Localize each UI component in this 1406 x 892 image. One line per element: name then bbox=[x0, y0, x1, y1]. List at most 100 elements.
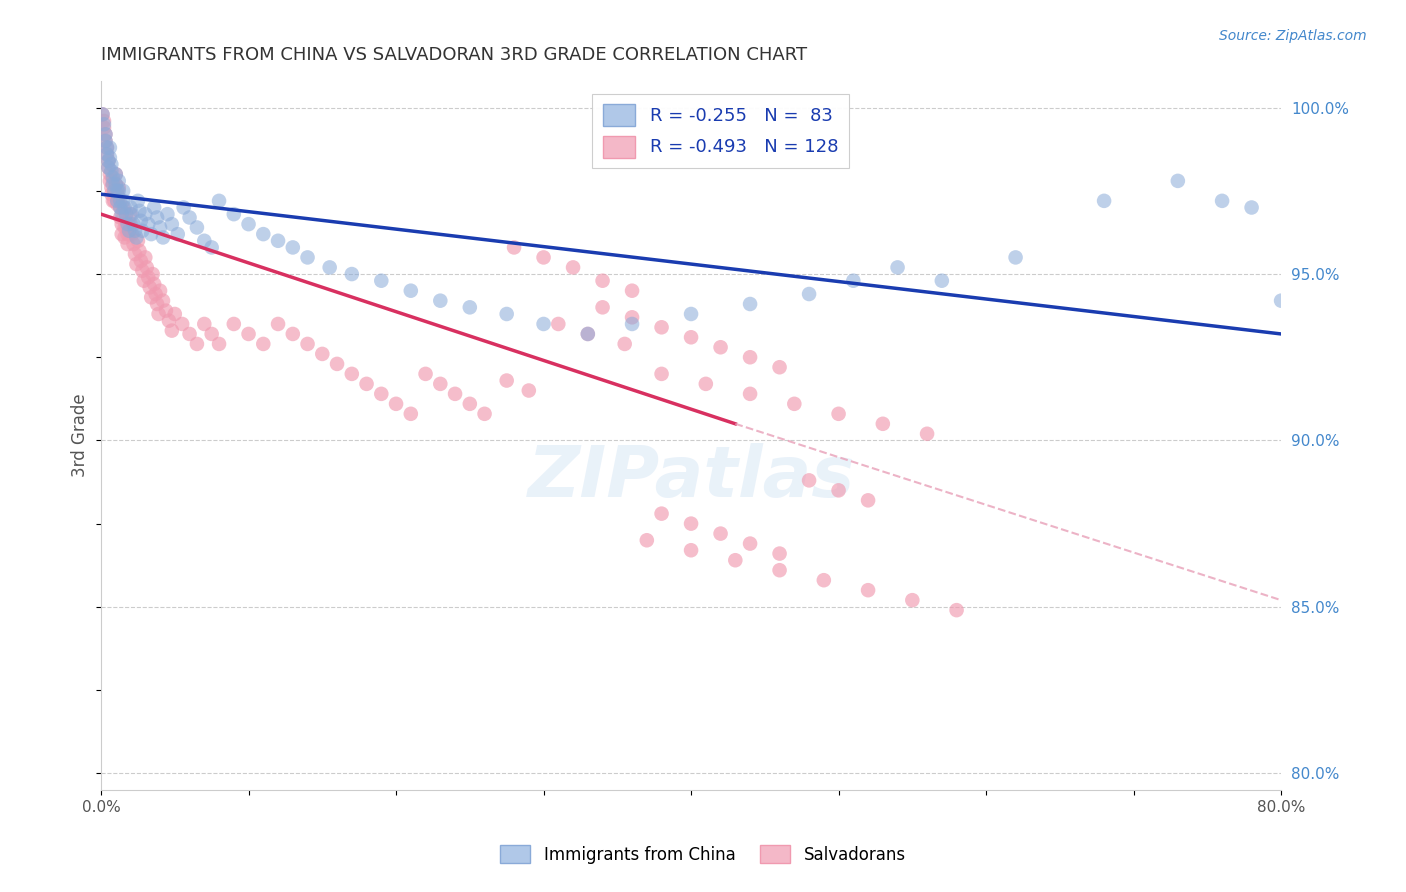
Point bbox=[104, 178, 127, 192]
Point bbox=[495, 374, 517, 388]
Point bbox=[136, 270, 159, 285]
Point bbox=[101, 178, 124, 192]
Point bbox=[1211, 194, 1233, 208]
Point bbox=[98, 167, 121, 181]
Legend: R = -0.255   N =  83, R = -0.493   N = 128: R = -0.255 N = 83, R = -0.493 N = 128 bbox=[592, 94, 849, 169]
Point bbox=[96, 147, 118, 161]
Point bbox=[621, 310, 644, 325]
Point bbox=[1167, 174, 1189, 188]
Point bbox=[311, 347, 333, 361]
Point bbox=[208, 337, 231, 351]
Point bbox=[709, 526, 731, 541]
Point bbox=[127, 194, 149, 208]
Point bbox=[931, 274, 953, 288]
Point bbox=[681, 543, 703, 558]
Point bbox=[173, 201, 195, 215]
Point bbox=[1270, 293, 1292, 308]
Point bbox=[517, 384, 540, 398]
Point bbox=[111, 207, 134, 221]
Point bbox=[115, 217, 138, 231]
Point bbox=[768, 547, 790, 561]
Point bbox=[179, 211, 201, 225]
Point bbox=[93, 117, 115, 131]
Point bbox=[901, 593, 924, 607]
Point bbox=[201, 326, 224, 341]
Point bbox=[124, 224, 146, 238]
Point bbox=[533, 251, 555, 265]
Point bbox=[110, 211, 132, 225]
Point bbox=[681, 330, 703, 344]
Point bbox=[163, 307, 186, 321]
Point bbox=[105, 194, 128, 208]
Point bbox=[143, 201, 166, 215]
Point bbox=[93, 114, 115, 128]
Point bbox=[160, 324, 183, 338]
Point bbox=[651, 320, 673, 334]
Text: Source: ZipAtlas.com: Source: ZipAtlas.com bbox=[1219, 29, 1367, 43]
Point bbox=[115, 207, 138, 221]
Point bbox=[842, 274, 865, 288]
Point bbox=[156, 207, 179, 221]
Point bbox=[856, 583, 879, 598]
Point bbox=[193, 317, 215, 331]
Point bbox=[576, 326, 599, 341]
Text: IMMIGRANTS FROM CHINA VS SALVADORAN 3RD GRADE CORRELATION CHART: IMMIGRANTS FROM CHINA VS SALVADORAN 3RD … bbox=[101, 46, 807, 64]
Point bbox=[103, 184, 125, 198]
Point bbox=[429, 293, 451, 308]
Point bbox=[186, 220, 208, 235]
Point bbox=[125, 230, 148, 244]
Point bbox=[179, 326, 201, 341]
Point bbox=[96, 140, 118, 154]
Point bbox=[651, 367, 673, 381]
Point bbox=[172, 317, 194, 331]
Point bbox=[122, 237, 145, 252]
Point bbox=[112, 211, 135, 225]
Point bbox=[124, 247, 146, 261]
Point bbox=[112, 184, 135, 198]
Point bbox=[100, 180, 122, 194]
Point bbox=[222, 317, 245, 331]
Point bbox=[97, 153, 120, 168]
Point bbox=[681, 516, 703, 531]
Point bbox=[136, 217, 159, 231]
Point bbox=[155, 303, 177, 318]
Point bbox=[738, 387, 761, 401]
Point bbox=[132, 274, 155, 288]
Point bbox=[193, 234, 215, 248]
Point bbox=[93, 120, 115, 135]
Point bbox=[91, 107, 114, 121]
Point bbox=[1240, 201, 1263, 215]
Point bbox=[101, 194, 124, 208]
Point bbox=[208, 194, 231, 208]
Point bbox=[131, 224, 153, 238]
Point bbox=[94, 134, 117, 148]
Point bbox=[415, 367, 437, 381]
Point bbox=[110, 201, 132, 215]
Point bbox=[98, 174, 121, 188]
Point bbox=[134, 251, 156, 265]
Point bbox=[340, 267, 363, 281]
Point bbox=[738, 297, 761, 311]
Point bbox=[399, 284, 422, 298]
Point bbox=[252, 337, 274, 351]
Point bbox=[138, 280, 160, 294]
Point bbox=[399, 407, 422, 421]
Point bbox=[797, 287, 820, 301]
Point bbox=[94, 128, 117, 142]
Point bbox=[562, 260, 585, 275]
Point bbox=[1092, 194, 1115, 208]
Point bbox=[1004, 251, 1026, 265]
Point bbox=[114, 201, 136, 215]
Point bbox=[107, 180, 129, 194]
Point bbox=[94, 134, 117, 148]
Point bbox=[120, 201, 142, 215]
Point bbox=[503, 240, 526, 254]
Point bbox=[429, 376, 451, 391]
Point bbox=[356, 376, 378, 391]
Point bbox=[117, 237, 139, 252]
Point bbox=[101, 174, 124, 188]
Point bbox=[681, 307, 703, 321]
Point bbox=[318, 260, 340, 275]
Point bbox=[945, 603, 967, 617]
Point bbox=[98, 140, 121, 154]
